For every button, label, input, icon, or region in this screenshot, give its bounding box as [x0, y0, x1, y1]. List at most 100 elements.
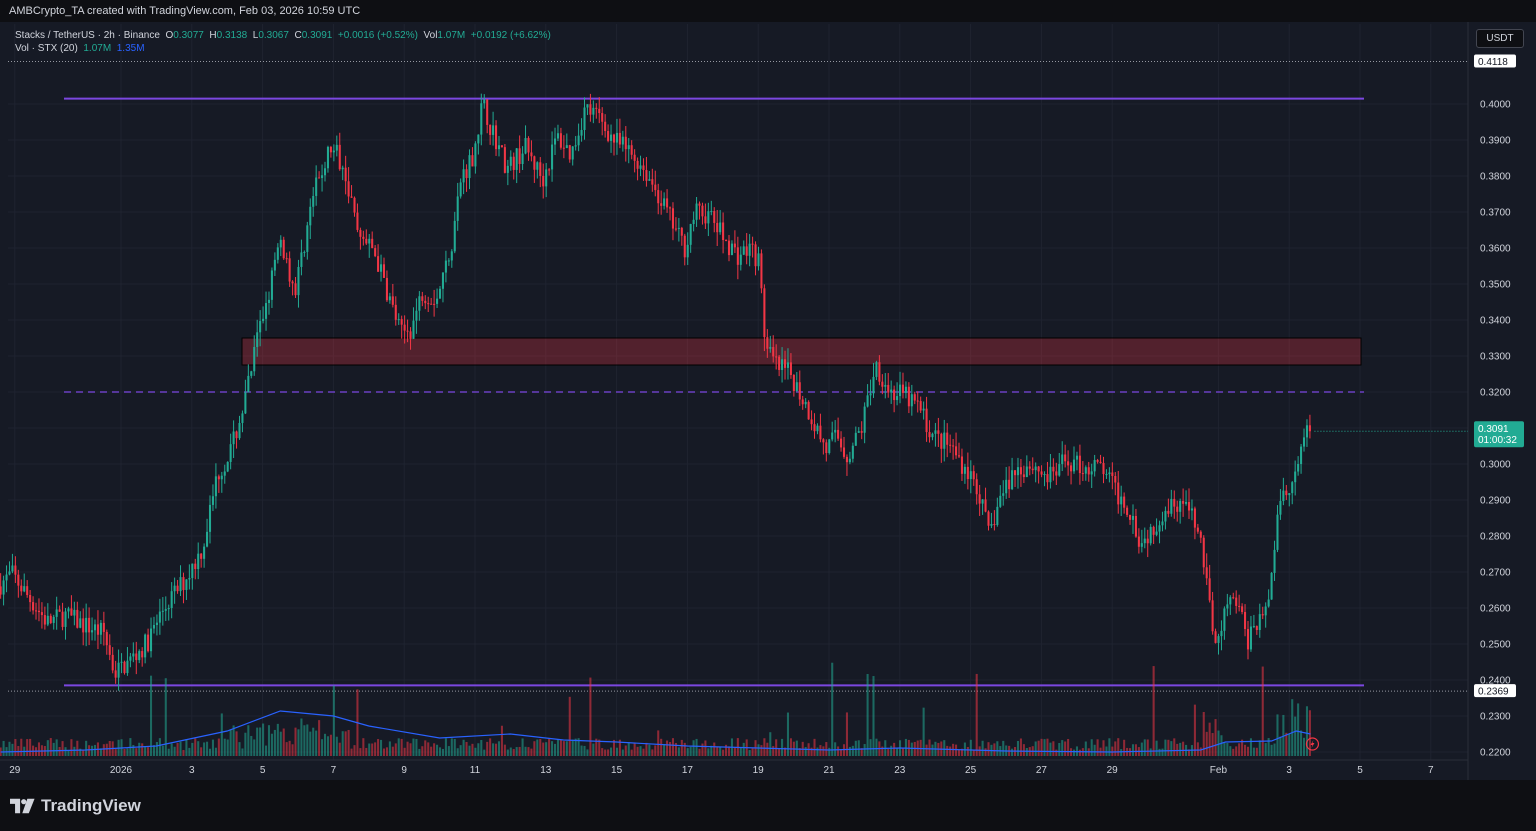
candle-body [562, 147, 565, 149]
volume-bar [610, 747, 613, 756]
price-axis-tick-label: 0.2900 [1480, 496, 1511, 507]
candle-body [459, 182, 462, 197]
symbol-label[interactable]: Stacks / TetherUS · 2h · Binance [15, 30, 160, 41]
volume-bar [99, 748, 102, 756]
supply-zone-rect[interactable] [241, 337, 1362, 366]
candle-body [898, 384, 902, 397]
volume-bar [813, 738, 816, 756]
candle-body [365, 238, 368, 244]
candle-body [695, 203, 698, 220]
volume-bar [368, 743, 371, 756]
volume-bar [1276, 714, 1279, 756]
candle-body [521, 153, 524, 164]
candle-body [480, 103, 483, 135]
volume-bar [471, 743, 474, 756]
volume-bar [533, 741, 536, 756]
candle-body [96, 624, 99, 635]
volume-bar [539, 738, 542, 756]
candle-body [1070, 465, 1073, 472]
candle-body [1246, 629, 1250, 650]
candle-body [462, 169, 465, 183]
candle-body [200, 553, 203, 559]
candle-body [85, 617, 88, 633]
candle-body [795, 382, 798, 392]
candle-body [671, 208, 675, 229]
candle-body [834, 429, 837, 433]
volume-bar [1152, 666, 1155, 756]
volume-bar [306, 724, 309, 756]
candle-body [267, 299, 271, 304]
candle-body [303, 251, 306, 253]
volume-bar [583, 745, 586, 756]
ohlc-row: Stacks / TetherUS · 2h · Binance O0.3077… [15, 29, 551, 42]
volume-bar [267, 725, 271, 756]
volume-bar [1084, 741, 1087, 756]
volume-bar [1170, 741, 1173, 756]
volume-bar [338, 742, 341, 756]
volume-bar [11, 743, 14, 756]
volume-bar [20, 738, 23, 756]
lightning-icon [1310, 740, 1315, 748]
candle-body [727, 240, 731, 256]
candle-body [188, 578, 191, 580]
volume-bar [966, 746, 969, 756]
volume-bar [854, 740, 857, 756]
volume-bar [1182, 741, 1185, 756]
candle-body [67, 608, 70, 612]
currency-selector[interactable]: USDT [1476, 29, 1524, 48]
candle-body [913, 394, 916, 401]
candle-body [565, 145, 568, 149]
candle-body [1102, 462, 1105, 475]
volume-bar [55, 739, 58, 756]
candle-body [754, 244, 757, 267]
candle-body [253, 346, 256, 372]
volume-bar [380, 739, 383, 756]
candle-body [500, 145, 503, 148]
volume-bar [1067, 738, 1070, 756]
candle-body [356, 212, 359, 230]
price-axis-tick-label: 0.3200 [1480, 388, 1511, 399]
low-price-label-box [1474, 684, 1516, 698]
candle-body [966, 466, 969, 480]
candle-body [503, 147, 506, 173]
volume-bar [1282, 714, 1285, 756]
candle-body [300, 252, 303, 267]
candle-body [135, 653, 138, 661]
volume-bar [592, 743, 595, 756]
candle-body [282, 239, 285, 259]
candle-body [58, 609, 61, 612]
volume-bar [568, 696, 571, 756]
volume-bar [704, 740, 707, 756]
volume-bar [955, 744, 958, 756]
candle-body [203, 546, 206, 559]
volume-bar [760, 745, 763, 756]
volume-bar [1037, 740, 1040, 756]
volume-bar [789, 738, 792, 756]
candle-body [1167, 510, 1170, 514]
volume-bar [1161, 748, 1164, 756]
volume-bar [677, 747, 680, 756]
alert-icon[interactable] [1305, 737, 1320, 751]
volume-bar [371, 743, 374, 756]
volume-bar [397, 738, 400, 756]
volume-bar [135, 748, 138, 756]
volume-bar [1300, 730, 1303, 756]
current-price-label: 0.3091 [1478, 424, 1509, 435]
time-axis-tick-label: 7 [331, 765, 337, 776]
volume-bar [542, 742, 545, 756]
candle-body [288, 258, 291, 282]
candle-body [400, 319, 403, 325]
volume-bar [928, 739, 931, 756]
candle-body [197, 553, 200, 570]
chart-area[interactable] [0, 22, 1536, 780]
candle-body [444, 260, 447, 273]
candle-body [206, 531, 209, 547]
volume-bar [1179, 742, 1182, 756]
price-chart[interactable]: 0.4000 0.3900 0.3800 0.3700 0.3600 0.3500 0.34… [0, 0, 1536, 780]
candle-body [763, 288, 766, 338]
volume-bar [450, 738, 453, 756]
volume-bar [394, 743, 397, 756]
volume-indicator-label[interactable]: Vol · STX (20) [15, 43, 78, 54]
volume-bar [321, 739, 324, 756]
candle-body [270, 270, 273, 300]
